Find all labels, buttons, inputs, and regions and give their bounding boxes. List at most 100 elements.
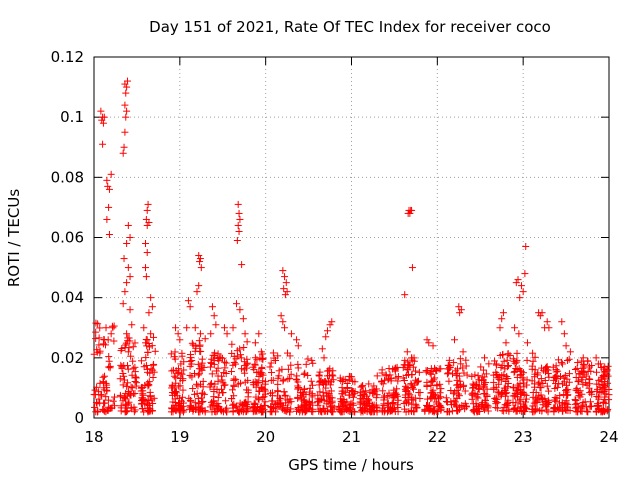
data-point [414,377,422,385]
data-point [120,143,128,151]
data-point [196,347,204,355]
data-point [554,367,562,375]
data-point [171,399,179,407]
data-point [381,392,389,400]
data-point [145,218,153,226]
data-point [434,394,442,402]
data-point [538,309,546,317]
data-point [351,378,359,386]
data-point [220,369,228,377]
data-point [380,408,388,416]
data-point [131,339,139,347]
data-point [543,363,551,371]
data-point [268,389,276,397]
data-point [180,366,188,374]
data-point [126,273,134,281]
data-point [105,203,113,211]
data-point [250,399,258,407]
data-point [281,291,289,299]
data-point [515,330,523,338]
data-point [450,359,458,367]
data-point [459,364,467,372]
data-point [365,407,373,415]
data-point [208,303,216,311]
data-point [212,408,220,416]
data-point [480,406,488,414]
data-point [401,382,409,390]
data-point [286,374,294,382]
data-point [436,389,444,397]
data-point [120,372,128,380]
data-point [499,309,507,317]
data-point [323,327,331,335]
data-point [121,395,129,403]
data-point [168,367,176,375]
data-point [283,406,291,414]
data-point [394,408,402,416]
data-point [102,324,110,332]
data-point [168,381,176,389]
data-point [390,386,398,394]
data-point [279,376,287,384]
data-point [482,370,490,378]
data-point [323,390,331,398]
data-point [574,359,582,367]
data-point [287,330,295,338]
data-point [95,388,103,396]
data-point [306,405,314,413]
data-point [294,342,302,350]
data-point [318,396,326,404]
data-point [564,391,572,399]
data-point [468,372,476,380]
data-point [194,360,202,368]
data-point [196,255,204,263]
data-point [321,378,329,386]
data-point [174,365,182,373]
data-point [447,398,455,406]
data-point [214,355,222,363]
data-point [132,382,140,390]
data-point [187,354,195,362]
data-point [500,357,508,365]
data-point [142,354,150,362]
data-point [259,355,267,363]
data-point [421,405,429,413]
data-point [361,406,369,414]
data-point [194,371,202,379]
data-point [408,400,416,408]
data-point [293,372,301,380]
data-point [443,370,451,378]
data-point [415,389,423,397]
data-point [297,392,305,400]
data-point [405,361,413,369]
data-point [370,382,378,390]
data-point [240,343,248,351]
data-point [193,288,201,296]
data-point [282,279,290,287]
data-point [170,372,178,380]
data-point [429,342,437,350]
data-point [474,394,482,402]
data-point [235,209,243,217]
data-point [229,386,237,394]
data-point [129,343,137,351]
data-point [272,357,280,365]
data-point [293,336,301,344]
data-point [322,333,330,341]
data-point [103,215,111,223]
data-point [198,394,206,402]
data-point [314,391,322,399]
data-point [587,402,595,410]
data-point [523,339,531,347]
data-point [348,386,356,394]
data-point [227,368,235,376]
data-point [178,393,186,401]
data-point [404,366,412,374]
data-point [145,340,153,348]
data-point [261,387,269,395]
data-point [480,382,488,390]
data-point [172,406,180,414]
data-point [455,390,463,398]
data-point [220,324,228,332]
data-point [345,376,353,384]
